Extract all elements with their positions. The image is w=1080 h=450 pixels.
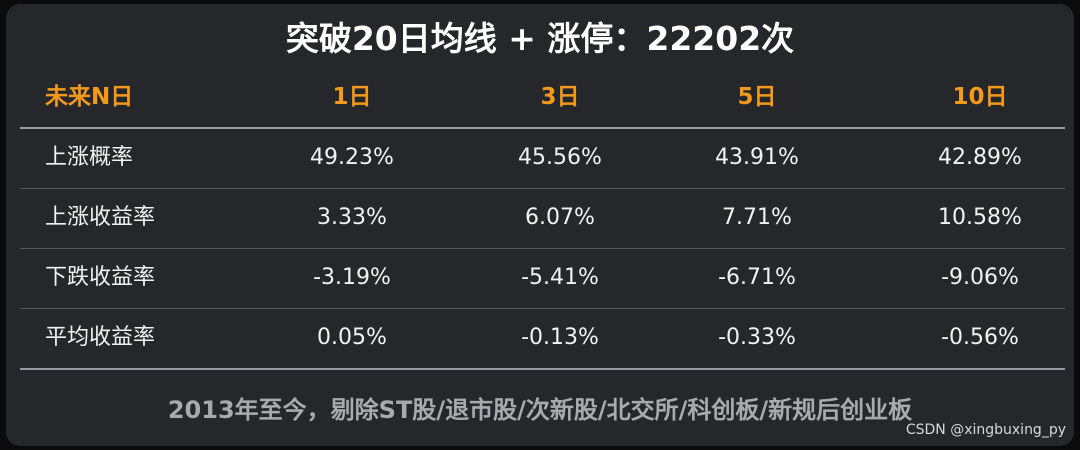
table-cell: -0.33% [718,325,796,350]
row-divider [20,308,1065,309]
row-divider [20,248,1065,249]
row-divider [20,188,1065,189]
column-header: 10日 [952,84,1008,110]
table-cell: -9.06% [941,265,1019,290]
table-cell: -6.71% [718,265,796,290]
row-label: 上涨概率 [45,145,134,170]
row-label: 下跌收益率 [45,265,156,290]
table-cell: -3.19% [313,265,391,290]
title: 突破20日均线 + 涨停：22202次 [285,19,795,58]
header-divider [20,127,1065,129]
table-cell: 49.23% [310,145,394,170]
table-cell: 45.56% [518,145,602,170]
column-header: 1日 [332,84,372,110]
table-cell: 6.07% [525,205,595,230]
row-label: 平均收益率 [45,325,156,350]
table-cell: -0.56% [941,325,1019,350]
table-cell: -5.41% [521,265,599,290]
table-cell: 0.05% [317,325,387,350]
column-header: 3日 [540,84,580,110]
table-cell: 43.91% [715,145,799,170]
card [6,4,1074,446]
table-cell: -0.13% [521,325,599,350]
table-cell: 42.89% [938,145,1022,170]
column-header: 未来N日 [45,84,134,110]
table-cell: 7.71% [722,205,792,230]
table-bottom-line [20,368,1065,370]
footer-note: 2013年至今，剔除ST股/退市股/次新股/北交所/科创板/新规后创业板 [167,396,913,424]
table-cell: 3.33% [317,205,387,230]
table-cell: 10.58% [938,205,1022,230]
row-label: 上涨收益率 [45,205,156,230]
watermark: CSDN @xingbuxing_py [905,422,1066,438]
column-header: 5日 [737,84,777,110]
